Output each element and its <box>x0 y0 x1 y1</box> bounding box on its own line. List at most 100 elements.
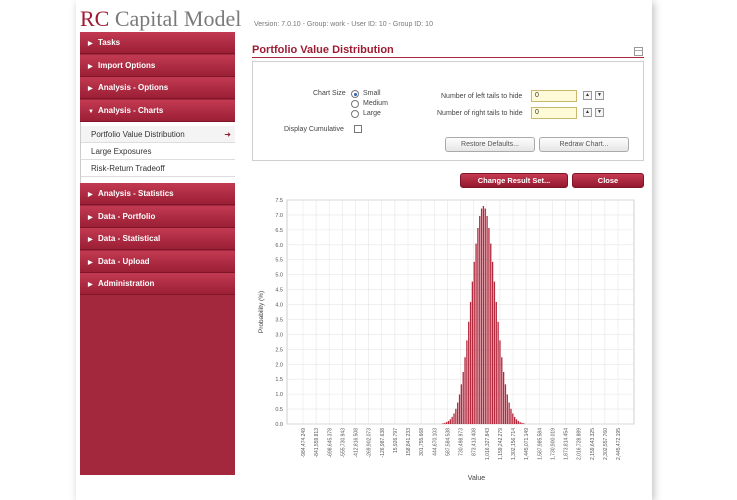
y-ticks: 0.0 0.5 1.0 1.5 2.0 2.5 3.0 3.5 4.0 4.5 5.0 5.5 6.0 6… <box>275 198 283 428</box>
chart-options-panel: Chart Size Small Medium Large Display Cu… <box>252 61 644 161</box>
sidebar-item-tasks[interactable]: ▶ Tasks <box>80 32 235 54</box>
x-tick-label: 1,445,071.149 <box>524 428 530 460</box>
bar <box>453 413 455 424</box>
triangle-down-icon: ▼ <box>88 108 94 115</box>
bar <box>480 208 483 424</box>
sidebar-item-label: Import Options <box>98 60 156 70</box>
sidebar-item-administration[interactable]: ▶ Administration <box>80 273 235 295</box>
bar <box>475 243 477 424</box>
bar <box>484 208 486 424</box>
y-tick-label: 6.0 <box>275 243 283 249</box>
x-tick-label: 1,302,156.714 <box>511 428 517 460</box>
bar <box>455 408 457 424</box>
x-tick-label: 1,587,985.584 <box>537 428 543 460</box>
y-tick-label: 1.0 <box>275 392 283 398</box>
arrow-right-icon: ➜ <box>224 130 231 139</box>
page-title: Portfolio Value Distribution <box>252 44 394 56</box>
x-tick-label: -841,559.813 <box>314 428 320 458</box>
sidebar-subitem-label: Risk-Return Tradeoff <box>91 164 165 173</box>
bar <box>517 420 519 424</box>
y-tick-label: 2.0 <box>275 362 283 368</box>
left-tails-input[interactable]: 0 <box>531 90 577 102</box>
display-cumulative-checkbox[interactable] <box>354 125 362 133</box>
triangle-right-icon: ▶ <box>88 259 93 266</box>
bar <box>515 419 518 424</box>
x-tick-label: -126,987.638 <box>380 428 386 458</box>
change-result-set-button[interactable]: Change Result Set... <box>460 173 568 188</box>
right-tails-down-icon[interactable]: ▼ <box>595 108 604 117</box>
sidebar-item-label: Data - Portfolio <box>98 211 156 221</box>
x-tick-label: 444,670.103 <box>432 428 438 456</box>
distribution-chart: 0.0 0.5 1.0 1.5 2.0 2.5 3.0 3.5 4.0 4.5 5.0 5.5 6.0 6… <box>252 194 644 484</box>
x-ticks: -984,474.249 -841,559.813 -698,645.378 -555… <box>301 428 622 460</box>
x-tick-label: 2,016,728.889 <box>577 428 583 460</box>
bar <box>491 261 494 424</box>
size-small-label: Small <box>363 90 381 97</box>
close-button[interactable]: Close <box>572 173 644 188</box>
bar <box>457 402 459 424</box>
sidebar-item-data-upload[interactable]: ▶ Data - Upload <box>80 250 235 273</box>
sidebar-item-data-statistical[interactable]: ▶ Data - Statistical <box>80 228 235 250</box>
x-tick-label: -698,645.378 <box>327 428 333 458</box>
left-tails-down-icon[interactable]: ▼ <box>595 91 604 100</box>
triangle-right-icon: ▶ <box>88 237 93 243</box>
size-medium-radio[interactable] <box>351 100 359 108</box>
bar <box>508 402 510 424</box>
triangle-right-icon: ▶ <box>88 282 93 288</box>
bar <box>502 371 505 424</box>
bar <box>486 216 488 424</box>
sidebar-subitem-risk-return-tradeoff[interactable]: Risk-Return Tradeoff <box>81 160 235 177</box>
sidebar-item-import-options[interactable]: ▶ Import Options <box>80 54 235 77</box>
x-tick-label: 1,016,327.843 <box>485 428 491 460</box>
size-small-radio[interactable] <box>351 90 359 98</box>
x-tick-label: 2,445,472.195 <box>616 428 622 460</box>
left-tails-up-icon[interactable]: ▲ <box>583 91 592 100</box>
sidebar-item-data-portfolio[interactable]: ▶ Data - Portfolio <box>80 205 235 228</box>
sidebar-subitem-label: Portfolio Value Distribution <box>91 130 185 139</box>
bar <box>510 408 512 424</box>
bar <box>471 281 474 424</box>
y-tick-label: 0.5 <box>275 407 283 413</box>
y-tick-label: 7.5 <box>275 198 283 204</box>
sidebar-item-label: Analysis - Statistics <box>98 189 174 198</box>
x-tick-label: 2,302,557.760 <box>603 428 609 460</box>
size-large-radio[interactable] <box>351 110 359 118</box>
x-tick-label: 301,755.668 <box>419 428 425 456</box>
sidebar-subitem-large-exposures[interactable]: Large Exposures <box>81 143 235 160</box>
restore-defaults-button[interactable]: Restore Defaults... <box>445 137 535 152</box>
brand-name: Capital Model <box>114 6 242 31</box>
bar <box>473 261 475 424</box>
version-info: Version: 7.0.10 - Group: work - User ID:… <box>254 21 433 28</box>
x-tick-label: 1,873,814.454 <box>564 428 570 460</box>
y-tick-label: 3.5 <box>275 317 283 323</box>
x-tick-label: 158,841.233 <box>406 428 412 456</box>
bar <box>451 416 453 424</box>
sidebar-subitem-portfolio-value-distribution[interactable]: Portfolio Value Distribution ➜ <box>81 126 235 143</box>
sidebar-item-analysis-charts[interactable]: ▼ Analysis - Charts <box>80 99 235 122</box>
bar <box>464 357 466 424</box>
title-divider <box>252 57 644 58</box>
bar <box>506 394 508 424</box>
y-tick-label: 3.0 <box>275 332 283 338</box>
distribution-chart-svg: 0.0 0.5 1.0 1.5 2.0 2.5 3.0 3.5 4.0 4.5 5.0 5.5 6.0 6… <box>258 198 635 482</box>
sidebar-item-analysis-options[interactable]: ▶ Analysis - Options <box>80 77 235 99</box>
collapse-icon[interactable]: — <box>634 47 643 56</box>
bars <box>442 205 525 424</box>
y-tick-label: 1.5 <box>275 377 283 383</box>
right-tails-up-icon[interactable]: ▲ <box>583 108 592 117</box>
sidebar-item-analysis-statistics[interactable]: ▶ Analysis - Statistics <box>80 183 235 205</box>
sidebar-subgroup: Portfolio Value Distribution ➜ Large Expo… <box>80 122 235 183</box>
x-tick-label: 1,730,900.019 <box>550 428 556 460</box>
x-tick-label: 873,413.408 <box>472 428 478 456</box>
y-tick-label: 0.0 <box>275 422 283 428</box>
y-tick-label: 4.5 <box>275 288 283 294</box>
right-tails-input[interactable]: 0 <box>531 107 577 119</box>
bar <box>446 422 448 424</box>
redraw-chart-button[interactable]: Redraw Chart... <box>539 137 629 152</box>
bar <box>501 357 503 424</box>
y-tick-label: 2.5 <box>275 347 283 353</box>
y-tick-label: 6.5 <box>275 228 283 234</box>
bar <box>449 419 452 424</box>
bar <box>477 228 479 424</box>
display-cumulative-label: Display Cumulative <box>284 126 344 133</box>
